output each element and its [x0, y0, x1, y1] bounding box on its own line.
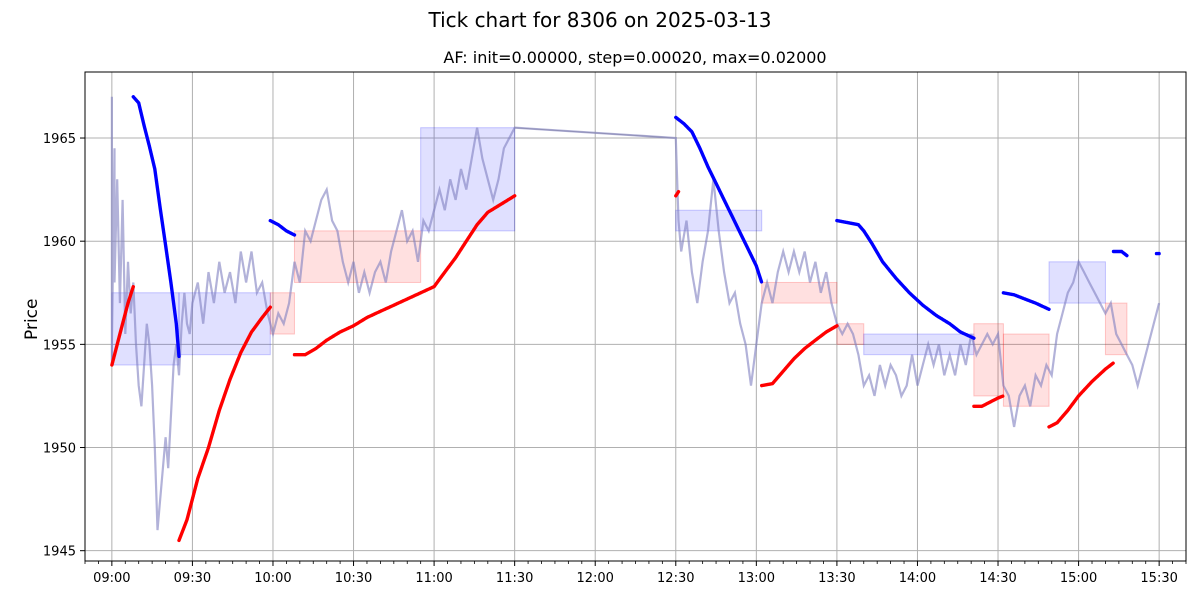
price-series: [110, 96, 1161, 531]
band-up: [761, 281, 838, 304]
range-bands: [111, 127, 1128, 407]
sar_short-segment: [1111, 249, 1129, 258]
sar_long-segment: [292, 194, 517, 357]
x-tick-label: 12:00: [576, 571, 613, 586]
x-tick-label: 13:30: [818, 571, 855, 586]
x-tick-label: 11:00: [415, 571, 452, 586]
chart-subtitle: AF: init=0.00000, step=0.00020, max=0.02…: [443, 48, 827, 67]
x-tick-label: 15:30: [1140, 571, 1177, 586]
axes-frame: [84, 71, 1187, 562]
band-up: [269, 292, 295, 335]
axes: 09:00 09:30 10:00 10:30 11:00 11:30 12:00 12:30…: [43, 71, 1187, 586]
y-tick-label: 1960: [43, 235, 76, 250]
x-tick-label: 14:30: [979, 571, 1016, 586]
x-tick-label: 15:00: [1060, 571, 1097, 586]
band-down: [675, 209, 763, 232]
band-up: [1002, 333, 1050, 407]
sar_long-segment: [972, 394, 1006, 408]
y-tick-label: 1950: [43, 442, 76, 457]
band-up: [293, 230, 422, 283]
sar-dots: [110, 95, 1161, 543]
x-tick-label: 12:30: [657, 571, 694, 586]
y-axis-label: Price: [22, 298, 42, 340]
band-down: [863, 333, 975, 356]
y-tick-label: 1945: [43, 545, 76, 560]
band-up: [836, 323, 865, 345]
band-down: [111, 292, 180, 366]
sar_short-segment: [131, 95, 181, 359]
x-tick-label: 09:00: [93, 571, 130, 586]
x-tick-label: 11:30: [496, 571, 533, 586]
grid-lines: [85, 72, 1186, 561]
band-down: [178, 292, 271, 356]
y-tick-label: 1955: [43, 338, 76, 353]
sar_short-segment: [1001, 291, 1051, 311]
y-tick-label: 1965: [43, 132, 76, 147]
band-down: [1048, 261, 1106, 304]
sar_long-segment: [1047, 361, 1116, 429]
sar_short-segment: [268, 218, 297, 237]
sar_long-segment: [110, 284, 135, 367]
sar_long-segment: [674, 190, 681, 198]
sar_short-segment: [835, 218, 976, 340]
chart-title: Tick chart for 8306 on 2025-03-13: [428, 8, 772, 32]
lunch-connector: [514, 127, 676, 139]
x-tick-label: 10:00: [254, 571, 291, 586]
x-tick-label: 13:00: [738, 571, 775, 586]
sar_short-segment: [674, 115, 764, 285]
band-down: [420, 127, 516, 232]
sar_long-segment: [177, 305, 272, 543]
x-tick-label: 10:30: [335, 571, 372, 586]
x-tick-label: 14:00: [899, 571, 936, 586]
lunch-gap-line: [514, 127, 676, 139]
band-up: [1104, 302, 1128, 356]
sar_long-segment: [760, 324, 839, 388]
x-tick-label: 09:30: [174, 571, 211, 586]
price-line: [110, 96, 1161, 531]
band-up: [973, 323, 1004, 397]
